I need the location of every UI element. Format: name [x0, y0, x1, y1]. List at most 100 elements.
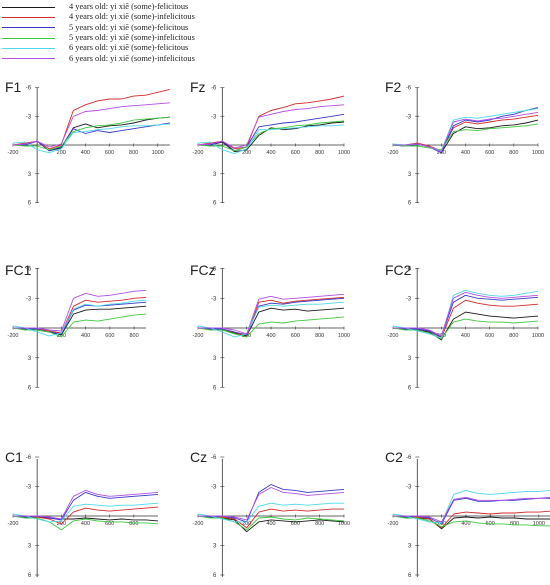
series-line [13, 122, 170, 152]
x-tick-label: 400 [266, 521, 275, 527]
y-tick-label: -3 [211, 114, 217, 120]
y-tick-label: -3 [26, 485, 32, 491]
x-tick-label: -200 [7, 333, 18, 339]
y-tick-label: 6 [408, 201, 412, 207]
y-tick-label: 6 [28, 573, 32, 579]
x-tick-label: 1000 [533, 521, 545, 527]
y-tick-label: 3 [408, 172, 412, 178]
legend: 4 years old: yi xiē (some)-felicitous 4 y… [2, 2, 195, 64]
x-tick-label: 800 [509, 150, 518, 156]
panel-title: Cz [190, 449, 207, 465]
series-line [393, 114, 539, 152]
y-tick-label: 6 [213, 573, 217, 579]
panel-title: F2 [385, 79, 402, 95]
legend-swatch [2, 37, 55, 39]
y-tick-label: -3 [26, 296, 32, 302]
x-tick-label: 600 [291, 333, 300, 339]
x-tick-label: -200 [7, 521, 18, 527]
series-line [198, 121, 345, 153]
series-line [393, 111, 539, 153]
legend-swatch [2, 6, 55, 8]
x-tick-label: 600 [105, 521, 114, 527]
series-line [392, 289, 539, 339]
series-line [392, 294, 539, 338]
x-tick-label: 1000 [532, 333, 544, 339]
series-line [197, 502, 344, 523]
y-tick-label: -6 [406, 455, 412, 461]
series-line [12, 515, 159, 531]
series-line [392, 489, 550, 524]
x-tick-label: 400 [266, 150, 275, 156]
y-tick-label: -6 [211, 86, 217, 92]
series-line [197, 120, 345, 152]
panel-title: FC1 [5, 262, 32, 278]
y-tick-label: 3 [28, 172, 32, 178]
legend-swatch [2, 27, 55, 29]
x-tick-label: 1000 [152, 150, 164, 156]
series-line [392, 318, 539, 340]
x-tick-label: -200 [387, 150, 398, 156]
y-tick-label: -6 [211, 455, 217, 461]
y-tick-label: 3 [28, 544, 32, 550]
series-line [12, 116, 170, 151]
legend-swatch [2, 16, 55, 18]
series-line [12, 313, 147, 338]
x-tick-label: 800 [129, 150, 138, 156]
x-tick-label: 600 [105, 150, 114, 156]
y-tick-label: -6 [406, 86, 412, 92]
y-tick-label: -3 [406, 114, 412, 120]
y-tick-label: -3 [26, 114, 32, 120]
x-tick-label: 1000 [338, 521, 350, 527]
legend-swatch [2, 58, 55, 60]
series-line [197, 104, 345, 149]
x-tick-label: 1000 [532, 150, 544, 156]
x-tick-label: 400 [461, 150, 470, 156]
x-tick-label: 200 [242, 521, 251, 527]
legend-label: 4 years old: yi xiē (some)-felicitous [69, 2, 189, 12]
series-line [197, 124, 345, 155]
y-tick-label: -6 [406, 267, 412, 273]
legend-item: 5 years old: yi xiē (some)-felicitous [2, 23, 195, 33]
series-line [393, 496, 550, 523]
legend-label: 5 years old: yi xiē (some)-infelicitous [69, 33, 195, 43]
series-line [392, 119, 539, 154]
x-tick-label: 1000 [338, 150, 350, 156]
series-line [392, 497, 550, 525]
y-tick-label: -3 [406, 485, 412, 491]
series-line [13, 289, 147, 332]
x-tick-label: 1000 [338, 333, 350, 339]
legend-label: 6 years old: yi xiē (some)-felicitous [69, 43, 189, 53]
y-tick-label: 3 [213, 356, 217, 362]
series-line [197, 515, 345, 531]
legend-label: 6 years old: yi xiē (some)-infelicitous [69, 53, 195, 63]
panel-title: F1 [5, 79, 22, 95]
x-tick-label: 200 [57, 333, 66, 339]
x-tick-label: 600 [105, 333, 114, 339]
panel-title: FC2 [385, 262, 412, 278]
x-tick-label: 800 [510, 521, 519, 527]
series-line [198, 293, 345, 335]
series-line [13, 489, 159, 520]
x-tick-label: 800 [129, 521, 138, 527]
legend-item: 6 years old: yi xiē (some)-infelicitous [2, 53, 195, 63]
series-line [12, 301, 147, 335]
x-tick-label: -200 [387, 521, 398, 527]
x-tick-label: -200 [192, 521, 203, 527]
x-tick-label: -200 [387, 333, 398, 339]
x-tick-label: 600 [291, 521, 300, 527]
y-tick-label: -6 [211, 267, 217, 273]
series-line [13, 506, 159, 525]
x-tick-label: 400 [266, 333, 275, 339]
x-tick-label: 400 [81, 150, 90, 156]
y-tick-label: -3 [211, 485, 217, 491]
series-line [12, 299, 147, 337]
series-line [197, 297, 345, 336]
x-tick-label: 800 [315, 150, 324, 156]
series-line [197, 316, 345, 338]
y-tick-label: -6 [26, 86, 32, 92]
x-tick-label: 800 [315, 521, 324, 527]
legend-swatch [2, 47, 55, 49]
y-tick-label: 3 [408, 356, 412, 362]
x-tick-label: 800 [509, 333, 518, 339]
x-tick-label: 800 [315, 333, 324, 339]
